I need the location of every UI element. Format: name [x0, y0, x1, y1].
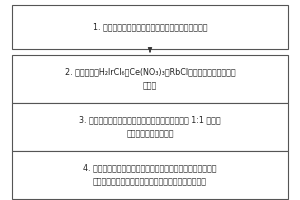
Text: 4. 涂层制备，将制备好的涂覆溶液均匀涂敷在预处理后的钛基: 4. 涂层制备，将制备好的涂覆溶液均匀涂敷在预处理后的钛基: [83, 164, 217, 172]
Text: 3. 涂覆溶液制备，将所配好的溶质溶解于体积比为 1:1 的正丁: 3. 涂覆溶液制备，将所配好的溶质溶解于体积比为 1:1 的正丁: [79, 116, 221, 124]
Text: 醇和异丙醇混合溶液中: 醇和异丙醇混合溶液中: [126, 130, 174, 138]
Text: 1. 钛基体预处理，碱洗、草酸侵刻、超声清洗和烘干: 1. 钛基体预处理，碱洗、草酸侵刻、超声清洗和烘干: [93, 22, 207, 31]
Bar: [12, 55, 288, 103]
Text: 2. 溶质制备：H₂IrCl₆、Ce(NO₃)₃、RbCl与柠酸四丁酯按设定比: 2. 溶质制备：H₂IrCl₆、Ce(NO₃)₃、RbCl与柠酸四丁酯按设定比: [65, 68, 235, 76]
Bar: [12, 103, 288, 151]
Text: 体表面，经烘干、烧结处理后得到四元复合氧化物涂层: 体表面，经烘干、烧结处理后得到四元复合氧化物涂层: [93, 178, 207, 186]
Text: 例混溶: 例混溶: [143, 82, 157, 90]
Bar: [12, 151, 288, 199]
Bar: [12, 5, 288, 49]
